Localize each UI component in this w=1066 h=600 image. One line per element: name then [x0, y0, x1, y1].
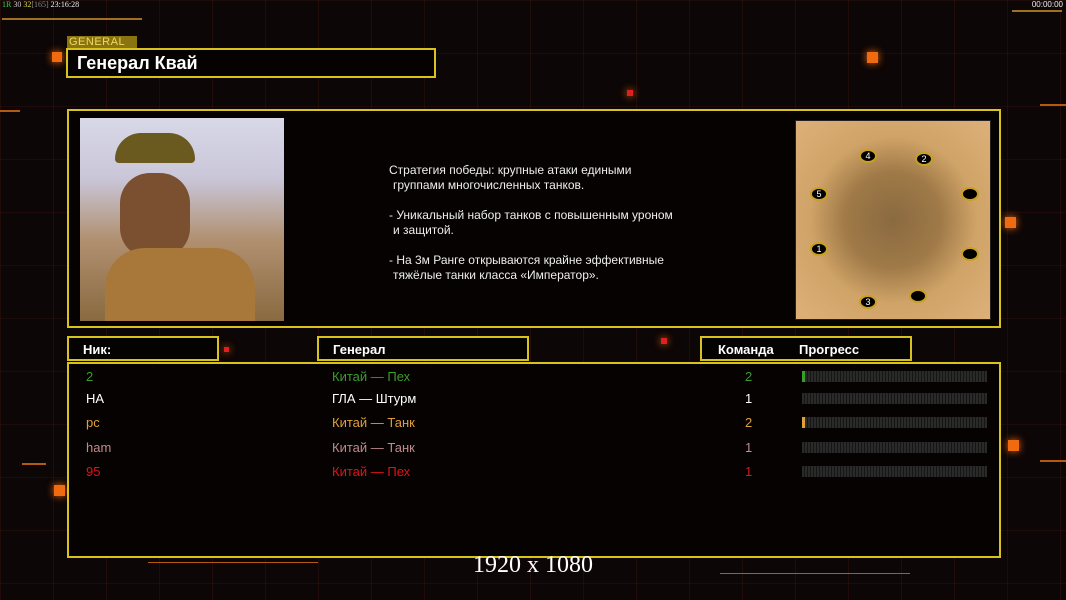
stat-text: 32	[23, 0, 32, 9]
general-info-panel: Стратегия победы: крупные атаки едиными …	[67, 109, 1001, 328]
description-line: Стратегия победы: крупные атаки едиными	[389, 163, 632, 177]
decor-square	[661, 338, 667, 344]
stat-text: [165]	[31, 0, 49, 9]
start-position-1[interactable]: 1	[810, 239, 828, 257]
header-nick: Ник:	[67, 336, 219, 361]
player-row: 95 Китай — Пех 1	[69, 462, 999, 484]
stat-text: 30	[13, 0, 22, 9]
header-general: Генерал	[317, 336, 529, 361]
decor-square	[54, 485, 65, 496]
rank-text: 1R	[2, 0, 12, 9]
clock-text: 23:16:28	[50, 0, 80, 9]
player-nick: 2	[86, 369, 94, 384]
player-row: НА ГЛА — Штурм 1	[69, 389, 999, 411]
start-position-3[interactable]: 3	[859, 292, 877, 310]
player-team[interactable]: 2	[745, 369, 753, 384]
map-preview[interactable]: 1 2 3 4 5	[795, 120, 991, 320]
decor-square	[867, 52, 878, 63]
general-portrait	[80, 118, 284, 321]
decor-line	[0, 110, 20, 112]
decor-line	[148, 562, 318, 563]
description-line: группами многочисленных танков.	[393, 178, 585, 192]
progress-fill	[802, 417, 805, 428]
player-team[interactable]: 2	[745, 415, 753, 430]
player-general[interactable]: Китай — Пех	[332, 369, 411, 384]
player-row: 2 Китай — Пех 2	[69, 367, 999, 389]
start-position-empty[interactable]	[961, 187, 979, 201]
decor-square	[52, 52, 62, 62]
player-nick: НА	[86, 391, 105, 406]
cap-shape	[115, 133, 195, 163]
player-team[interactable]: 1	[745, 464, 753, 479]
decor-line	[1012, 10, 1062, 12]
decor-square	[224, 347, 229, 352]
progress-bar	[802, 371, 987, 382]
description-line: - На 3м Ранге открываются крайне эффекти…	[389, 253, 664, 267]
player-general[interactable]: Китай — Танк	[332, 415, 415, 430]
progress-fill	[802, 371, 805, 382]
players-panel: 2 Китай — Пех 2 НА ГЛА — Штурм 1 pc Кита…	[67, 362, 1001, 558]
player-row: ham Китай — Танк 1	[69, 438, 999, 460]
header-team: Команда	[718, 342, 774, 357]
player-nick: pc	[86, 415, 100, 430]
player-team[interactable]: 1	[745, 391, 753, 406]
start-position-empty[interactable]	[961, 247, 979, 261]
decor-line	[1040, 104, 1066, 106]
status-bar: 1R 30 32[165] 23:16:28	[2, 0, 79, 9]
decor-line	[1040, 460, 1066, 462]
player-general[interactable]: Китай — Пех	[332, 464, 411, 479]
progress-bar	[802, 466, 987, 477]
header-progress: Прогресс	[799, 342, 860, 357]
player-nick: ham	[86, 440, 112, 455]
decor-line	[720, 573, 910, 574]
progress-bar	[802, 442, 987, 453]
general-title: Генерал Квай	[77, 53, 198, 73]
decor-line	[2, 18, 142, 20]
strategy-description: Стратегия победы: крупные атаки едиными …	[389, 163, 673, 283]
player-general[interactable]: ГЛА — Штурм	[332, 391, 417, 406]
start-position-empty[interactable]	[909, 289, 927, 303]
decor-square	[1008, 440, 1019, 451]
start-position-5[interactable]: 5	[810, 184, 828, 202]
header-team-progress: Команда Прогресс	[700, 336, 912, 361]
decor-square	[627, 90, 633, 96]
start-position-4[interactable]: 4	[859, 146, 877, 164]
description-line: - Уникальный набор танков с повышенным у…	[389, 208, 673, 222]
progress-bar	[802, 417, 987, 428]
player-nick: 95	[86, 464, 101, 479]
player-team[interactable]: 1	[745, 440, 753, 455]
decor-square	[1005, 217, 1016, 228]
description-line: и защитой.	[393, 223, 454, 237]
title-box: Генерал Квай	[66, 48, 436, 78]
player-general[interactable]: Китай — Танк	[332, 440, 415, 455]
start-position-2[interactable]: 2	[915, 149, 933, 167]
face-shape	[120, 173, 190, 258]
uniform-shape	[105, 248, 255, 321]
progress-bar	[802, 393, 987, 404]
resolution-text: 1920 x 1080	[473, 552, 593, 578]
general-tag: GENERAL	[67, 36, 137, 48]
player-row: pc Китай — Танк 2	[69, 413, 999, 435]
description-line: тяжёлые танки класса «Император».	[393, 268, 599, 282]
decor-line	[22, 463, 46, 465]
timer-text: 00:00:00	[1031, 0, 1063, 9]
